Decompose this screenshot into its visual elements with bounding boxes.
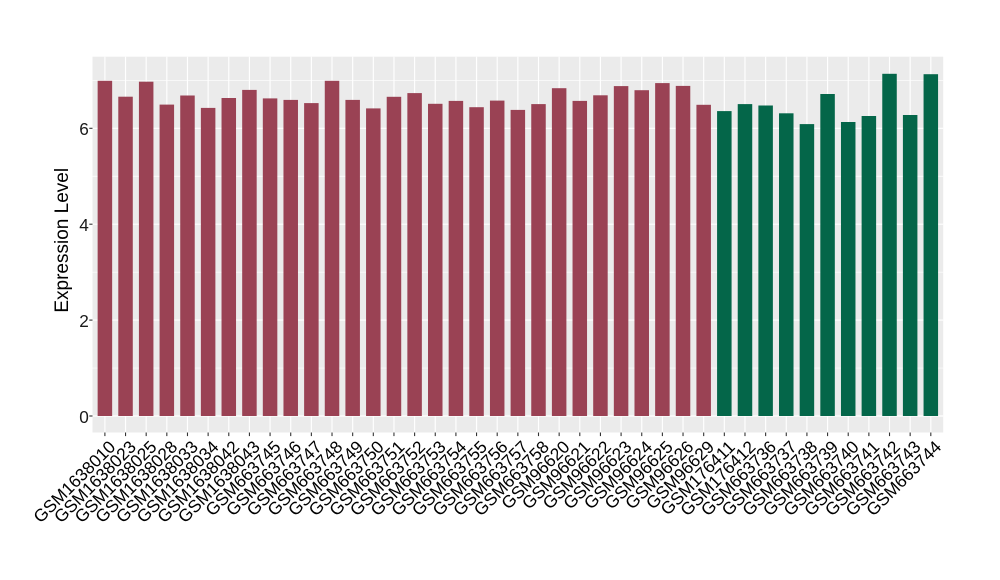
- svg-text:0: 0: [79, 407, 89, 427]
- svg-text:4: 4: [79, 215, 89, 235]
- svg-text:2: 2: [79, 311, 89, 331]
- svg-text:6: 6: [79, 119, 89, 139]
- svg-text:Expression Level: Expression Level: [52, 168, 73, 313]
